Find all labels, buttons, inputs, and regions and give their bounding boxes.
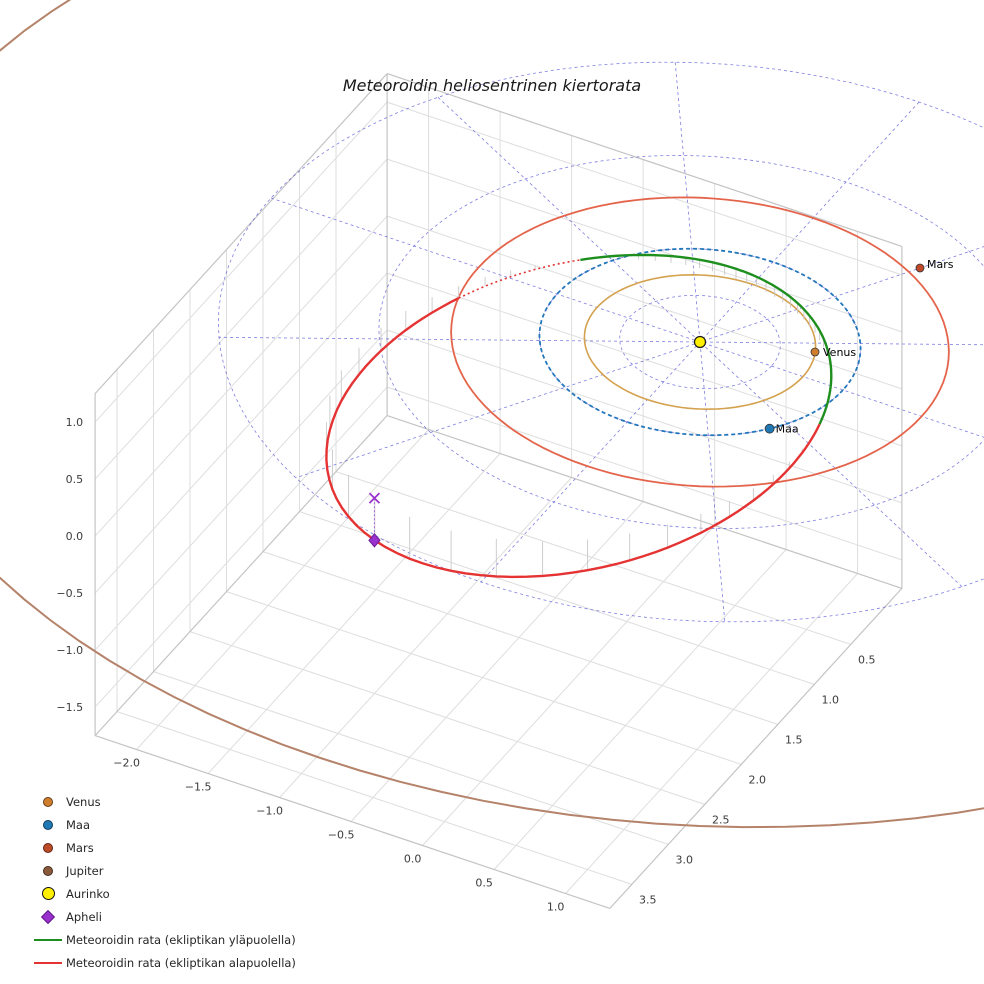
- ecliptic-grid: [217, 61, 984, 623]
- legend-label: Meteoroidin rata (ekliptikan alapuolella…: [66, 955, 296, 970]
- mars-label: Mars: [927, 258, 954, 271]
- z-tick-label: −0.5: [56, 587, 83, 600]
- sun-marker: [693, 335, 707, 349]
- x-tick-label: 0.5: [475, 877, 493, 890]
- legend-marker-circle-large: [30, 887, 66, 900]
- legend: Venus Maa Mars Jupiter Aurinko Apheli Meteoroi…: [30, 790, 296, 974]
- legend-label: Venus: [66, 794, 101, 809]
- legend-item: Meteoroidin rata (ekliptikan yläpuolella…: [30, 928, 296, 951]
- legend-label: Apheli: [66, 909, 102, 924]
- legend-label: Meteoroidin rata (ekliptikan yläpuolella…: [66, 932, 296, 947]
- chart-title: Meteoroidin heliosentrinen kiertorata: [342, 76, 642, 95]
- y-tick-label: 3.5: [639, 893, 657, 906]
- x-tick-label: 0.0: [404, 853, 422, 866]
- maa-marker: [764, 423, 775, 434]
- y-tick-label: 2.5: [712, 813, 730, 826]
- legend-label: Mars: [66, 840, 94, 855]
- x-tick-label: 1.0: [547, 901, 565, 914]
- legend-item: Jupiter: [30, 859, 296, 882]
- legend-marker-circle: [30, 842, 66, 853]
- y-tick-label: 1.5: [785, 733, 803, 746]
- z-tick-label: 0.5: [66, 473, 84, 486]
- maa-label: Maa: [776, 423, 799, 436]
- venus-marker: [810, 347, 820, 357]
- legend-marker-circle: [30, 865, 66, 876]
- legend-label: Jupiter: [66, 863, 104, 878]
- y-tick-label: 0.5: [858, 653, 876, 666]
- aphelion-marker: [368, 533, 381, 548]
- y-tick-label: 1.0: [822, 693, 840, 706]
- meteoroid-orbit-above: [580, 253, 833, 425]
- aphelion-group: [368, 492, 381, 548]
- legend-item: Meteoroidin rata (ekliptikan alapuolella…: [30, 951, 296, 974]
- tick-labels: −2.0 −1.5 −1.0 −0.5 0.0 0.5 1.0 0.5 1.0 1.5 2.0 2.5…: [56, 416, 875, 913]
- legend-item: Venus: [30, 790, 296, 813]
- y-tick-label: 2.0: [749, 773, 767, 786]
- y-tick-label: 3.0: [676, 853, 694, 866]
- mars-orbit: [450, 196, 950, 488]
- z-tick-label: 0.0: [66, 530, 84, 543]
- legend-item: Aurinko: [30, 882, 296, 905]
- body-markers: Venus Maa Mars: [693, 258, 954, 436]
- x-tick-label: −0.5: [328, 829, 355, 842]
- z-tick-label: 1.0: [66, 416, 84, 429]
- z-tick-label: −1.0: [56, 644, 83, 657]
- legend-label: Aurinko: [66, 886, 110, 901]
- legend-marker-circle: [30, 796, 66, 807]
- legend-item: Maa: [30, 813, 296, 836]
- legend-marker-circle: [30, 819, 66, 830]
- axes-panes: [94, 73, 903, 909]
- meteoroid-orbit: [325, 253, 833, 579]
- x-tick-label: −1.5: [185, 781, 212, 794]
- x-tick-label: −2.0: [113, 757, 140, 770]
- legend-label: Maa: [66, 817, 91, 832]
- legend-item: Mars: [30, 836, 296, 859]
- legend-marker-line: [30, 961, 66, 964]
- z-tick-label: −1.5: [56, 701, 83, 714]
- legend-marker-line: [30, 938, 66, 941]
- venus-label: Venus: [823, 346, 856, 359]
- legend-item: Apheli: [30, 905, 296, 928]
- orbit-drop-lines: [325, 255, 832, 577]
- mars-marker: [915, 263, 925, 273]
- jupiter-orbit: [0, 0, 984, 829]
- legend-marker-diamond: [30, 909, 66, 924]
- x-tick-label: −1.0: [256, 805, 283, 818]
- meteoroid-orbit-below: [325, 297, 821, 579]
- meteoroid-orbit-below-dashed: [458, 259, 581, 299]
